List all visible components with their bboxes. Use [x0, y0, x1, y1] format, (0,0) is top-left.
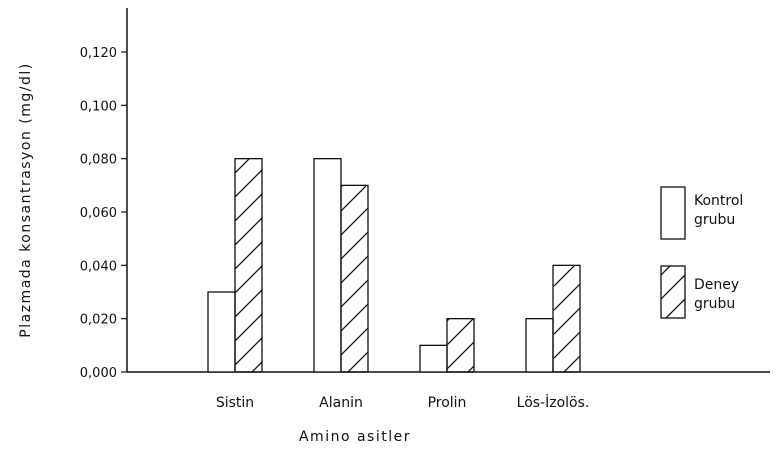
y-tick-label: 0,060 [80, 206, 117, 221]
legend-swatch-kontrol [660, 186, 686, 240]
y-tick-label: 0,080 [80, 153, 117, 168]
bar-kontrol-prolin [419, 344, 448, 373]
legend-label-kontrol-line2: grubu [694, 212, 735, 228]
y-tick-label: 0,000 [80, 366, 117, 381]
bar-kontrol-l-s-i-zol-s [525, 318, 554, 373]
y-tick-label: 0,020 [80, 313, 117, 328]
x-category-label: Sistin [216, 395, 254, 411]
legend-swatch-deney [660, 265, 686, 319]
x-axis-title: Amino asitler [299, 429, 411, 445]
x-category-label: Prolin [428, 395, 467, 411]
legend-label-kontrol-line1: Kontrol [694, 193, 743, 209]
y-ticks: 0,000 0,020 0,040 0,060 0,080 0,100 0,120 [80, 46, 127, 381]
bar-deney-l-s-i-zol-s [552, 264, 581, 373]
x-category-label: Lös-İzolös. [517, 393, 590, 411]
y-axis-title: Plazmada konsantrasyon (mg/dl) [18, 62, 34, 337]
x-category-label: Alanin [319, 395, 363, 411]
y-tick-label: 0,040 [80, 259, 117, 274]
y-tick-label: 0,120 [80, 46, 117, 61]
legend-item-deney: Deney grubu [660, 265, 739, 319]
bar-deney-alanin [340, 184, 369, 373]
bar-deney-prolin [446, 318, 475, 373]
legend-item-kontrol: Kontrol grubu [660, 186, 743, 240]
bar-kontrol-sistin [207, 291, 236, 373]
legend-label-deney-line2: grubu [694, 296, 735, 312]
y-axis: 0,000 0,020 0,040 0,060 0,080 0,100 0,120 [80, 8, 128, 381]
legend-label-deney-line1: Deney [694, 277, 739, 293]
bar-deney-sistin [234, 158, 263, 373]
bar-kontrol-alanin [313, 158, 342, 373]
legend: Kontrol grubu Deney grubu [660, 186, 743, 319]
y-tick-label: 0,100 [80, 99, 117, 114]
category-labels: Sistin Alanin Prolin Lös-İzolös. [216, 393, 590, 411]
bars-layer [207, 158, 581, 373]
